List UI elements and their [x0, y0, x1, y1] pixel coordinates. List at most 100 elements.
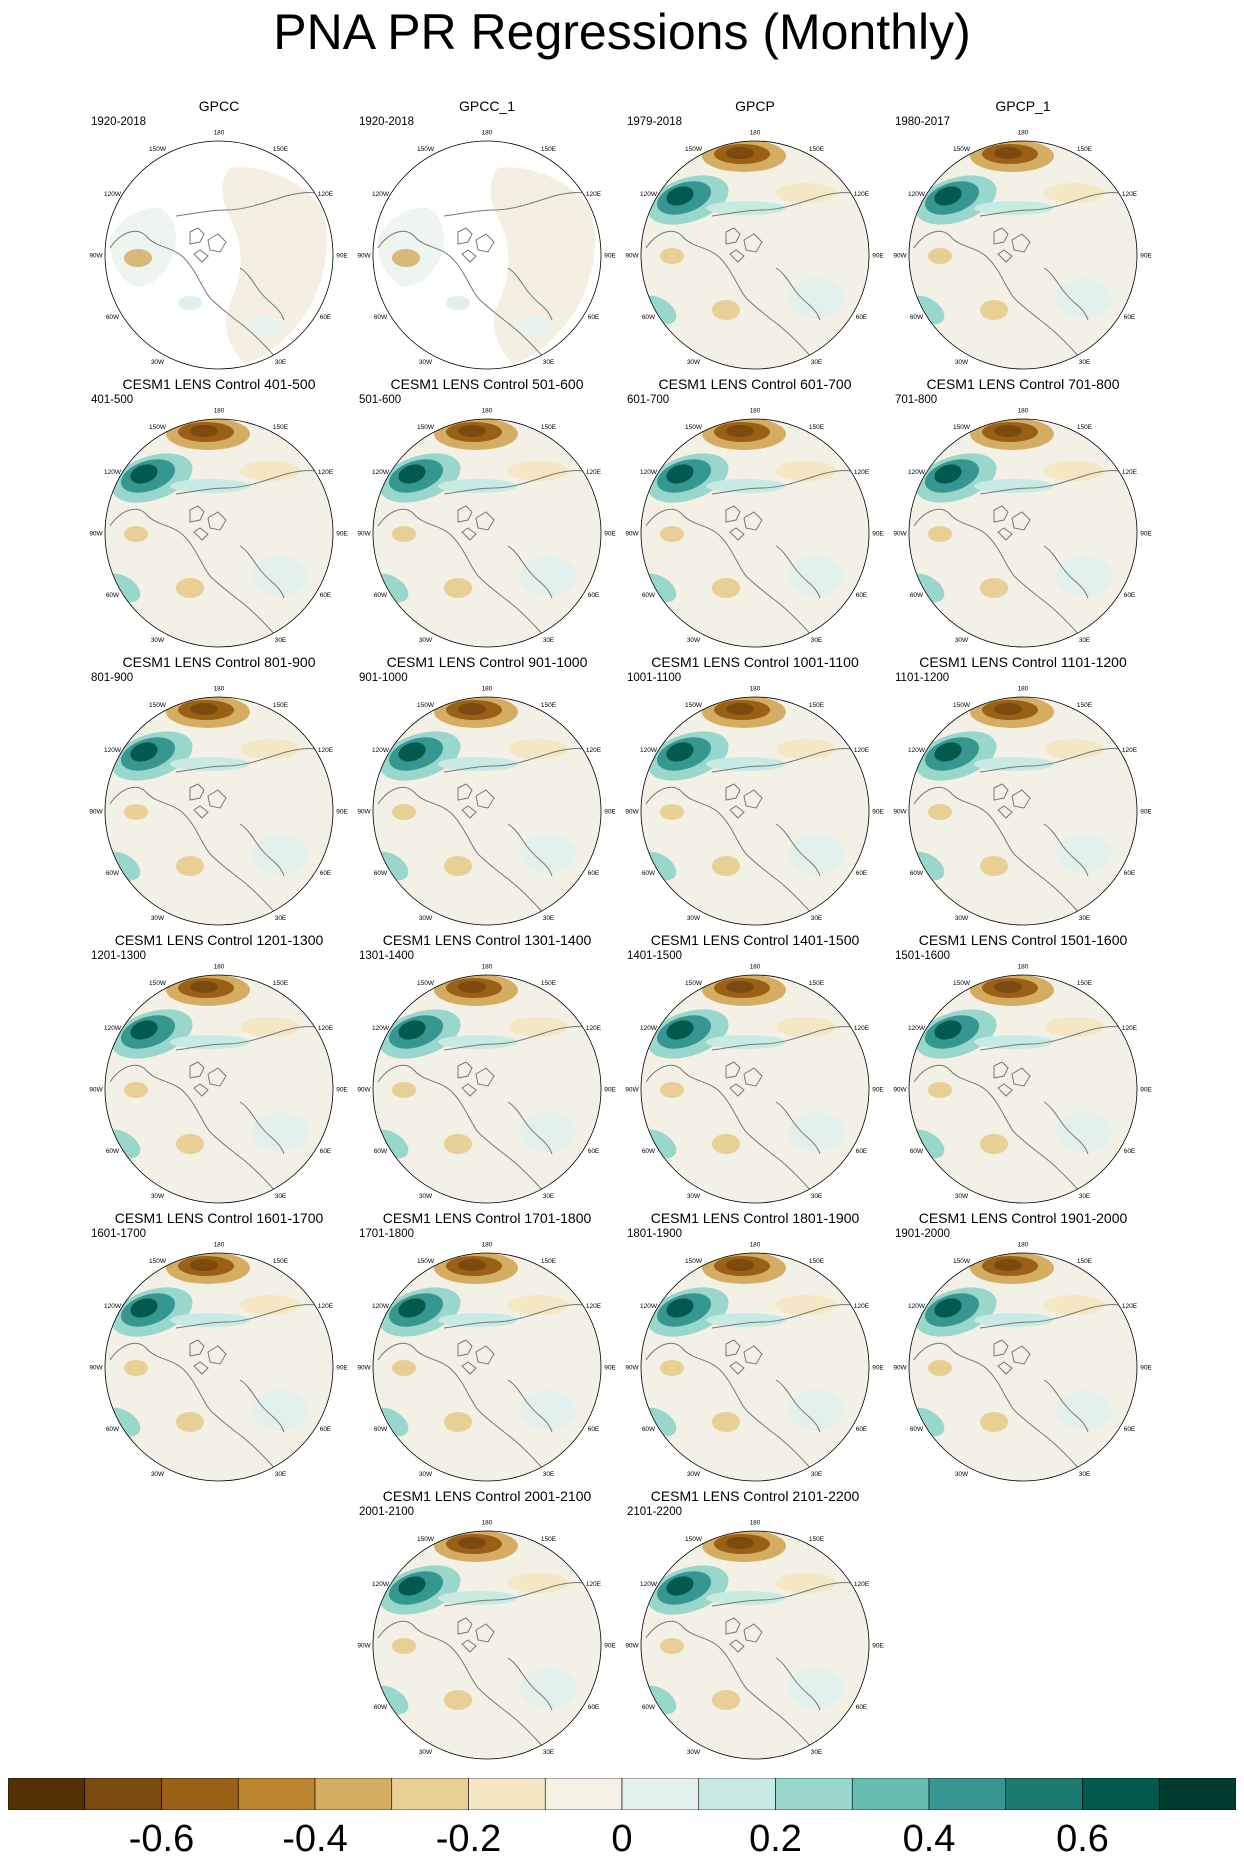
longitude-label: 60E: [320, 1426, 332, 1433]
longitude-label: 90E: [872, 809, 884, 816]
precip-regression-field: [373, 1531, 601, 1759]
polar-map: 180 150E 120E 90E 60E 30E 0 30W 60W 90W 120W 150W: [357, 1242, 616, 1489]
map-boundary: [104, 418, 334, 648]
longitude-label: 150W: [685, 702, 703, 709]
colorbar-swatch: [468, 1777, 546, 1811]
longitude-label: 90W: [89, 809, 103, 816]
longitude-label: 150E: [1077, 146, 1093, 153]
panel-period: 901-1000: [359, 672, 408, 684]
map-boundary: [372, 696, 602, 926]
polar-map: 180 150E 120E 90E 60E 30E 0 30W 60W 90W 120W 150W: [357, 964, 616, 1211]
longitude-label: 60W: [642, 1426, 656, 1433]
longitude-label: 150E: [1077, 980, 1093, 987]
colorbar-tick-label: -0.6: [128, 1818, 195, 1860]
coastlines: [109, 470, 331, 637]
longitude-label: 180: [214, 408, 225, 415]
longitude-label: 90W: [625, 1087, 639, 1094]
polar-map: 180 150E 120E 90E 60E 30E 0 30W 60W 90W 120W 150W: [625, 964, 884, 1211]
longitude-label: 90W: [357, 531, 371, 538]
panel-title: CESM1 LENS Control 601-700: [658, 376, 852, 392]
coastlines: [377, 192, 599, 359]
polar-map: 180 150E 120E 90E 60E 30E 0 30W 60W 90W 120W 150W: [89, 408, 348, 655]
longitude-label: 90E: [872, 1365, 884, 1372]
longitude-label: 120E: [1122, 469, 1138, 476]
longitude-label: 60W: [106, 1148, 120, 1155]
longitude-label: 150E: [541, 146, 557, 153]
coastlines: [645, 1582, 867, 1749]
map-panel: 180 150E 120E 90E 60E 30E 0 30W 60W 90W 120W 150W CE…: [348, 1488, 626, 1766]
panel-title: CESM1 LENS Control 901-1000: [386, 654, 588, 670]
longitude-label: 90E: [604, 1365, 616, 1372]
panel-title: CESM1 LENS Control 1001-1100: [651, 654, 859, 670]
panel-title: GPCC_1: [458, 98, 516, 114]
polar-map: 180 150E 120E 90E 60E 30E 0 30W 60W 90W 120W 150W: [625, 1242, 884, 1489]
longitude-label: 150E: [273, 424, 289, 431]
precip-regression-field: [105, 975, 333, 1203]
longitude-label: 120W: [908, 747, 926, 754]
longitude-label: 90E: [872, 531, 884, 538]
longitude-label: 180: [214, 964, 225, 971]
longitude-label: 150E: [809, 146, 825, 153]
coastlines: [377, 470, 599, 637]
longitude-label: 90W: [357, 1643, 371, 1650]
longitude-label: 90W: [893, 1087, 907, 1094]
map-boundary: [640, 974, 870, 1204]
map-boundary: [908, 696, 1138, 926]
map-panel: 180 150E 120E 90E 60E 30E 0 30W 60W 90W 120W 150W CE…: [80, 376, 358, 654]
longitude-label: 120W: [104, 191, 122, 198]
longitude-label: 30W: [687, 359, 701, 366]
longitude-label: 120W: [372, 1581, 390, 1588]
longitude-label: 0: [485, 1488, 489, 1489]
longitude-label: 120E: [854, 191, 870, 198]
precip-regression-field: [373, 1253, 601, 1481]
longitude-label: 90E: [872, 1087, 884, 1094]
longitude-label: 30W: [151, 1193, 165, 1200]
longitude-label: 60E: [1124, 592, 1136, 599]
longitude-label: 60W: [910, 1426, 924, 1433]
longitude-label: 90E: [604, 1643, 616, 1650]
panel-title: CESM1 LENS Control 1301-1400: [382, 932, 592, 948]
longitude-label: 150W: [149, 1258, 167, 1265]
longitude-label: 90E: [604, 1087, 616, 1094]
longitude-label: 90E: [604, 253, 616, 260]
coastlines: [645, 470, 867, 637]
longitude-label: 60W: [374, 592, 388, 599]
panel-title: GPCP_1: [995, 98, 1051, 114]
longitude-label: 150E: [809, 980, 825, 987]
longitude-label: 90W: [357, 253, 371, 260]
longitude-label: 90E: [1140, 253, 1152, 260]
precip-regression-field: [909, 419, 1137, 647]
polar-map: 180 150E 120E 90E 60E 30E 0 30W 60W 90W 120W 150W: [893, 1242, 1152, 1489]
panel-period: 2001-2100: [359, 1506, 414, 1518]
longitude-label: 90W: [625, 1365, 639, 1372]
longitude-label: 90W: [893, 1365, 907, 1372]
longitude-label: 0: [753, 1210, 757, 1211]
longitude-label: 90W: [625, 1643, 639, 1650]
longitude-label: 90W: [625, 253, 639, 260]
longitude-label: 120E: [854, 469, 870, 476]
longitude-label: 180: [750, 1520, 761, 1527]
map-panel: 180 150E 120E 90E 60E 30E 0 30W 60W 90W 120W 150W CE…: [80, 932, 358, 1210]
precip-regression-field: [641, 141, 869, 369]
longitude-label: 120E: [1122, 1303, 1138, 1310]
precip-regression-field: [909, 697, 1137, 925]
longitude-label: 30E: [811, 1749, 823, 1756]
polar-map: 180 150E 120E 90E 60E 30E 0 30W 60W 90W 120W 150W: [893, 408, 1152, 655]
longitude-label: 150W: [149, 980, 167, 987]
longitude-label: 30E: [543, 359, 555, 366]
longitude-label: 30E: [811, 1471, 823, 1478]
longitude-label: 180: [214, 686, 225, 693]
longitude-label: 120E: [586, 1581, 602, 1588]
panel-period: 1701-1800: [359, 1228, 414, 1240]
longitude-label: 150E: [541, 1258, 557, 1265]
longitude-label: 120W: [640, 191, 658, 198]
panel-period: 601-700: [627, 394, 670, 406]
colorbar-swatch: [237, 1777, 316, 1811]
longitude-label: 90W: [89, 253, 103, 260]
map-boundary: [908, 1252, 1138, 1482]
map-boundary: [372, 418, 602, 648]
colorbar-tick-label: 0.6: [1056, 1818, 1109, 1860]
colorbar-swatch: [1082, 1777, 1160, 1811]
colorbar-swatch: [698, 1777, 776, 1811]
longitude-label: 150E: [541, 424, 557, 431]
